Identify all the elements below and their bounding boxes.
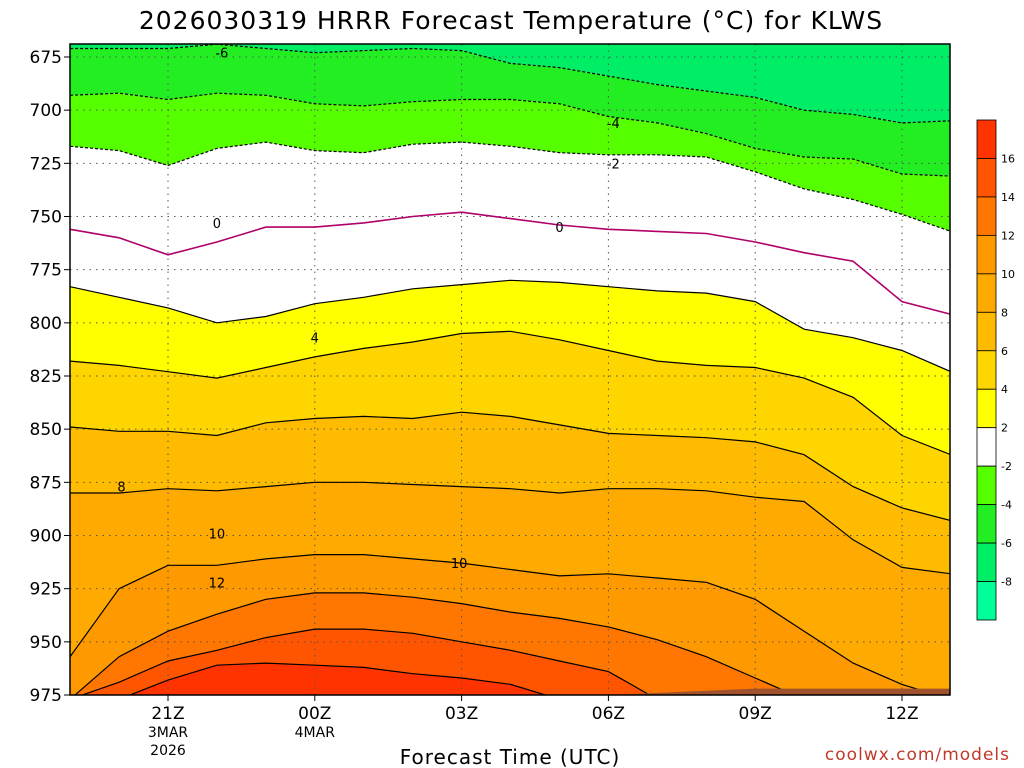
- colorbar-label: 4: [1001, 383, 1008, 396]
- colorbar-swatch: [976, 196, 997, 236]
- terrain: [608, 688, 950, 695]
- colorbar-label: 6: [1001, 345, 1008, 358]
- contour-4: [70, 330, 950, 455]
- band-0: [70, 142, 950, 315]
- contour-6: [70, 411, 950, 521]
- band--4: [70, 44, 950, 177]
- y-tick-label: 800: [30, 314, 62, 334]
- colorbar-swatch: [976, 350, 997, 390]
- plot-frame: [69, 43, 951, 696]
- contour-label: -4: [607, 117, 620, 132]
- contour-16: [128, 662, 548, 695]
- contour--6: [70, 44, 950, 124]
- contour-label: 0: [555, 221, 563, 236]
- credit-link[interactable]: coolwx.com/models: [825, 745, 1010, 765]
- band-2: [70, 212, 950, 372]
- x-tick-year: 2026: [150, 743, 186, 759]
- colorbar-label: 16: [1001, 152, 1015, 165]
- x-tick-date: 4MAR: [295, 725, 336, 741]
- x-tick-label: 09Z: [739, 704, 772, 724]
- y-tick-label: 875: [30, 473, 62, 493]
- contour-label: -2: [607, 157, 620, 172]
- colorbar-label: -8: [1001, 576, 1012, 589]
- x-tick-label: 21Z: [151, 704, 184, 724]
- colorbar-swatch: [976, 542, 997, 582]
- y-tick-label: 775: [30, 261, 62, 281]
- x-tick-date: 3MAR: [148, 725, 189, 741]
- colorbar-swatch: [976, 119, 997, 159]
- y-tick-label: 700: [30, 101, 62, 121]
- y-axis: 675 700 725 750 775 800 825 850 875 900 925 950 975: [30, 48, 70, 706]
- contour-label: 10: [451, 557, 468, 572]
- contour--4: [70, 92, 950, 177]
- colorbar-label: 8: [1001, 306, 1008, 319]
- y-tick-label: 825: [30, 367, 62, 387]
- contour-2: [70, 279, 950, 372]
- x-tick-label: 06Z: [592, 704, 625, 724]
- band-14: [75, 592, 795, 695]
- colorbar-swatch: [976, 504, 997, 544]
- colorbar-swatch: [976, 234, 997, 275]
- band-10: [70, 482, 950, 695]
- band-4: [70, 280, 950, 455]
- x-axis-label: Forecast Time (UTC): [400, 745, 621, 768]
- y-tick-label: 725: [30, 154, 62, 174]
- band-16: [130, 663, 546, 695]
- contour-label: 10: [209, 527, 226, 542]
- colorbar-label: 2: [1001, 422, 1008, 435]
- contour-label: -6: [215, 47, 228, 62]
- band-12: [70, 554, 937, 695]
- y-tick-label: 925: [30, 580, 62, 600]
- band--2: [70, 93, 950, 232]
- colorbar-label: -4: [1001, 499, 1012, 512]
- x-tick-label: 00Z: [298, 704, 331, 724]
- terrain-layer: [608, 688, 950, 695]
- contour-layer: [70, 44, 950, 695]
- band-8: [70, 412, 950, 574]
- y-tick-label: 750: [30, 208, 62, 228]
- contour--2: [70, 141, 950, 232]
- colorbar-label: 10: [1001, 268, 1015, 281]
- colorbar-label: -6: [1001, 537, 1012, 550]
- contour-14: [80, 628, 651, 695]
- band--6: [70, 44, 950, 123]
- chart-title: 2026030319 HRRR Forecast Temperature (°C…: [139, 6, 883, 35]
- colorbar-label: 12: [1001, 229, 1015, 242]
- colorbar-swatch: [976, 158, 997, 198]
- y-tick-label: 675: [30, 48, 62, 68]
- band-16: [82, 629, 650, 695]
- colorbar-swatch: [976, 427, 997, 467]
- temperature-fill-layer: [70, 44, 950, 695]
- y-tick-label: 950: [30, 633, 62, 653]
- colorbar-label: -2: [1001, 460, 1012, 473]
- contour-12: [74, 592, 796, 695]
- x-tick-label: 03Z: [445, 704, 478, 724]
- contour-0: [70, 211, 950, 315]
- colorbar-swatch: [976, 388, 997, 429]
- band-6: [70, 331, 950, 521]
- contour-label: 0: [213, 217, 221, 232]
- contour-label-layer: -6 -4 -2 0 0 4 8 10 10 12: [117, 47, 619, 592]
- y-tick-label: 850: [30, 420, 62, 440]
- colorbar-swatch: [976, 465, 997, 506]
- x-tick-label: 12Z: [885, 704, 918, 724]
- colorbar-swatch: [976, 311, 997, 352]
- contour-8: [70, 481, 950, 575]
- contour-label: 12: [209, 576, 226, 591]
- colorbar: 16 14 12 10 8 6 4 2 -2 -4 -6 -8: [976, 119, 1015, 621]
- y-tick-label: 975: [30, 686, 62, 706]
- contour-10: [70, 554, 939, 695]
- gridlines: [70, 44, 950, 695]
- contour-label: 4: [311, 332, 319, 347]
- contour-label: 8: [117, 481, 125, 496]
- colorbar-swatch: [976, 581, 997, 621]
- colorbar-swatch: [976, 273, 997, 313]
- y-tick-label: 900: [30, 527, 62, 547]
- colorbar-label: 14: [1001, 191, 1015, 204]
